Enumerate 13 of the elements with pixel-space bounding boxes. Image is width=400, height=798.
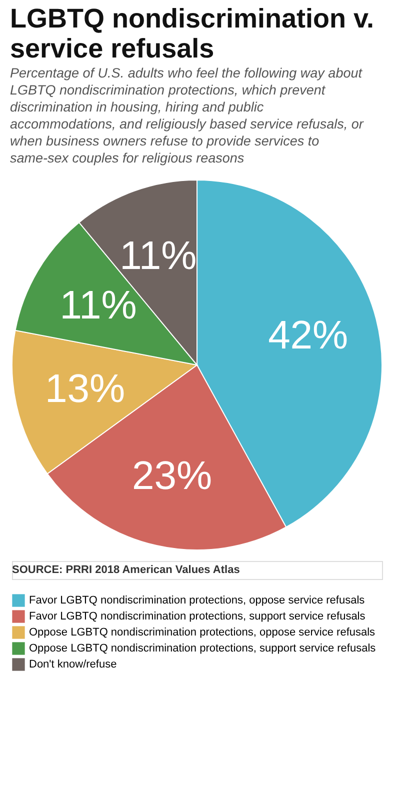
legend-label: Oppose LGBTQ nondiscrimination protections, oppose service refusals: [29, 626, 376, 638]
source-note: SOURCE: PRRI 2018 American Values Atlas: [12, 564, 240, 576]
legend-label: Oppose LGBTQ nondiscrimination protections, support service refusals: [29, 642, 376, 654]
chart-subtitle: Percentage of U.S. adults who feel the following way about LGBTQ nondiscrimination protections, which prevent discrimination in housing, hiring and public accommodations, and religiously based service refusals, or when business owners refuse to provide services to same-sex couples for religious reasons: [10, 66, 364, 166]
legend-label: Favor LGBTQ nondiscrimination protections, oppose service refusals: [29, 594, 366, 606]
data-label: 11%: [120, 234, 197, 278]
chart-title: LGBTQ nondiscrimination v. service refusals: [10, 4, 374, 64]
legend-label: Don't know/refuse: [29, 658, 117, 670]
data-label: 23%: [132, 454, 212, 498]
data-label: 13%: [45, 367, 126, 412]
data-label: 11%: [60, 284, 137, 328]
data-label: 42%: [268, 313, 348, 358]
legend-label: Favor LGBTQ nondiscrimination protections, support service refusals: [29, 610, 366, 622]
